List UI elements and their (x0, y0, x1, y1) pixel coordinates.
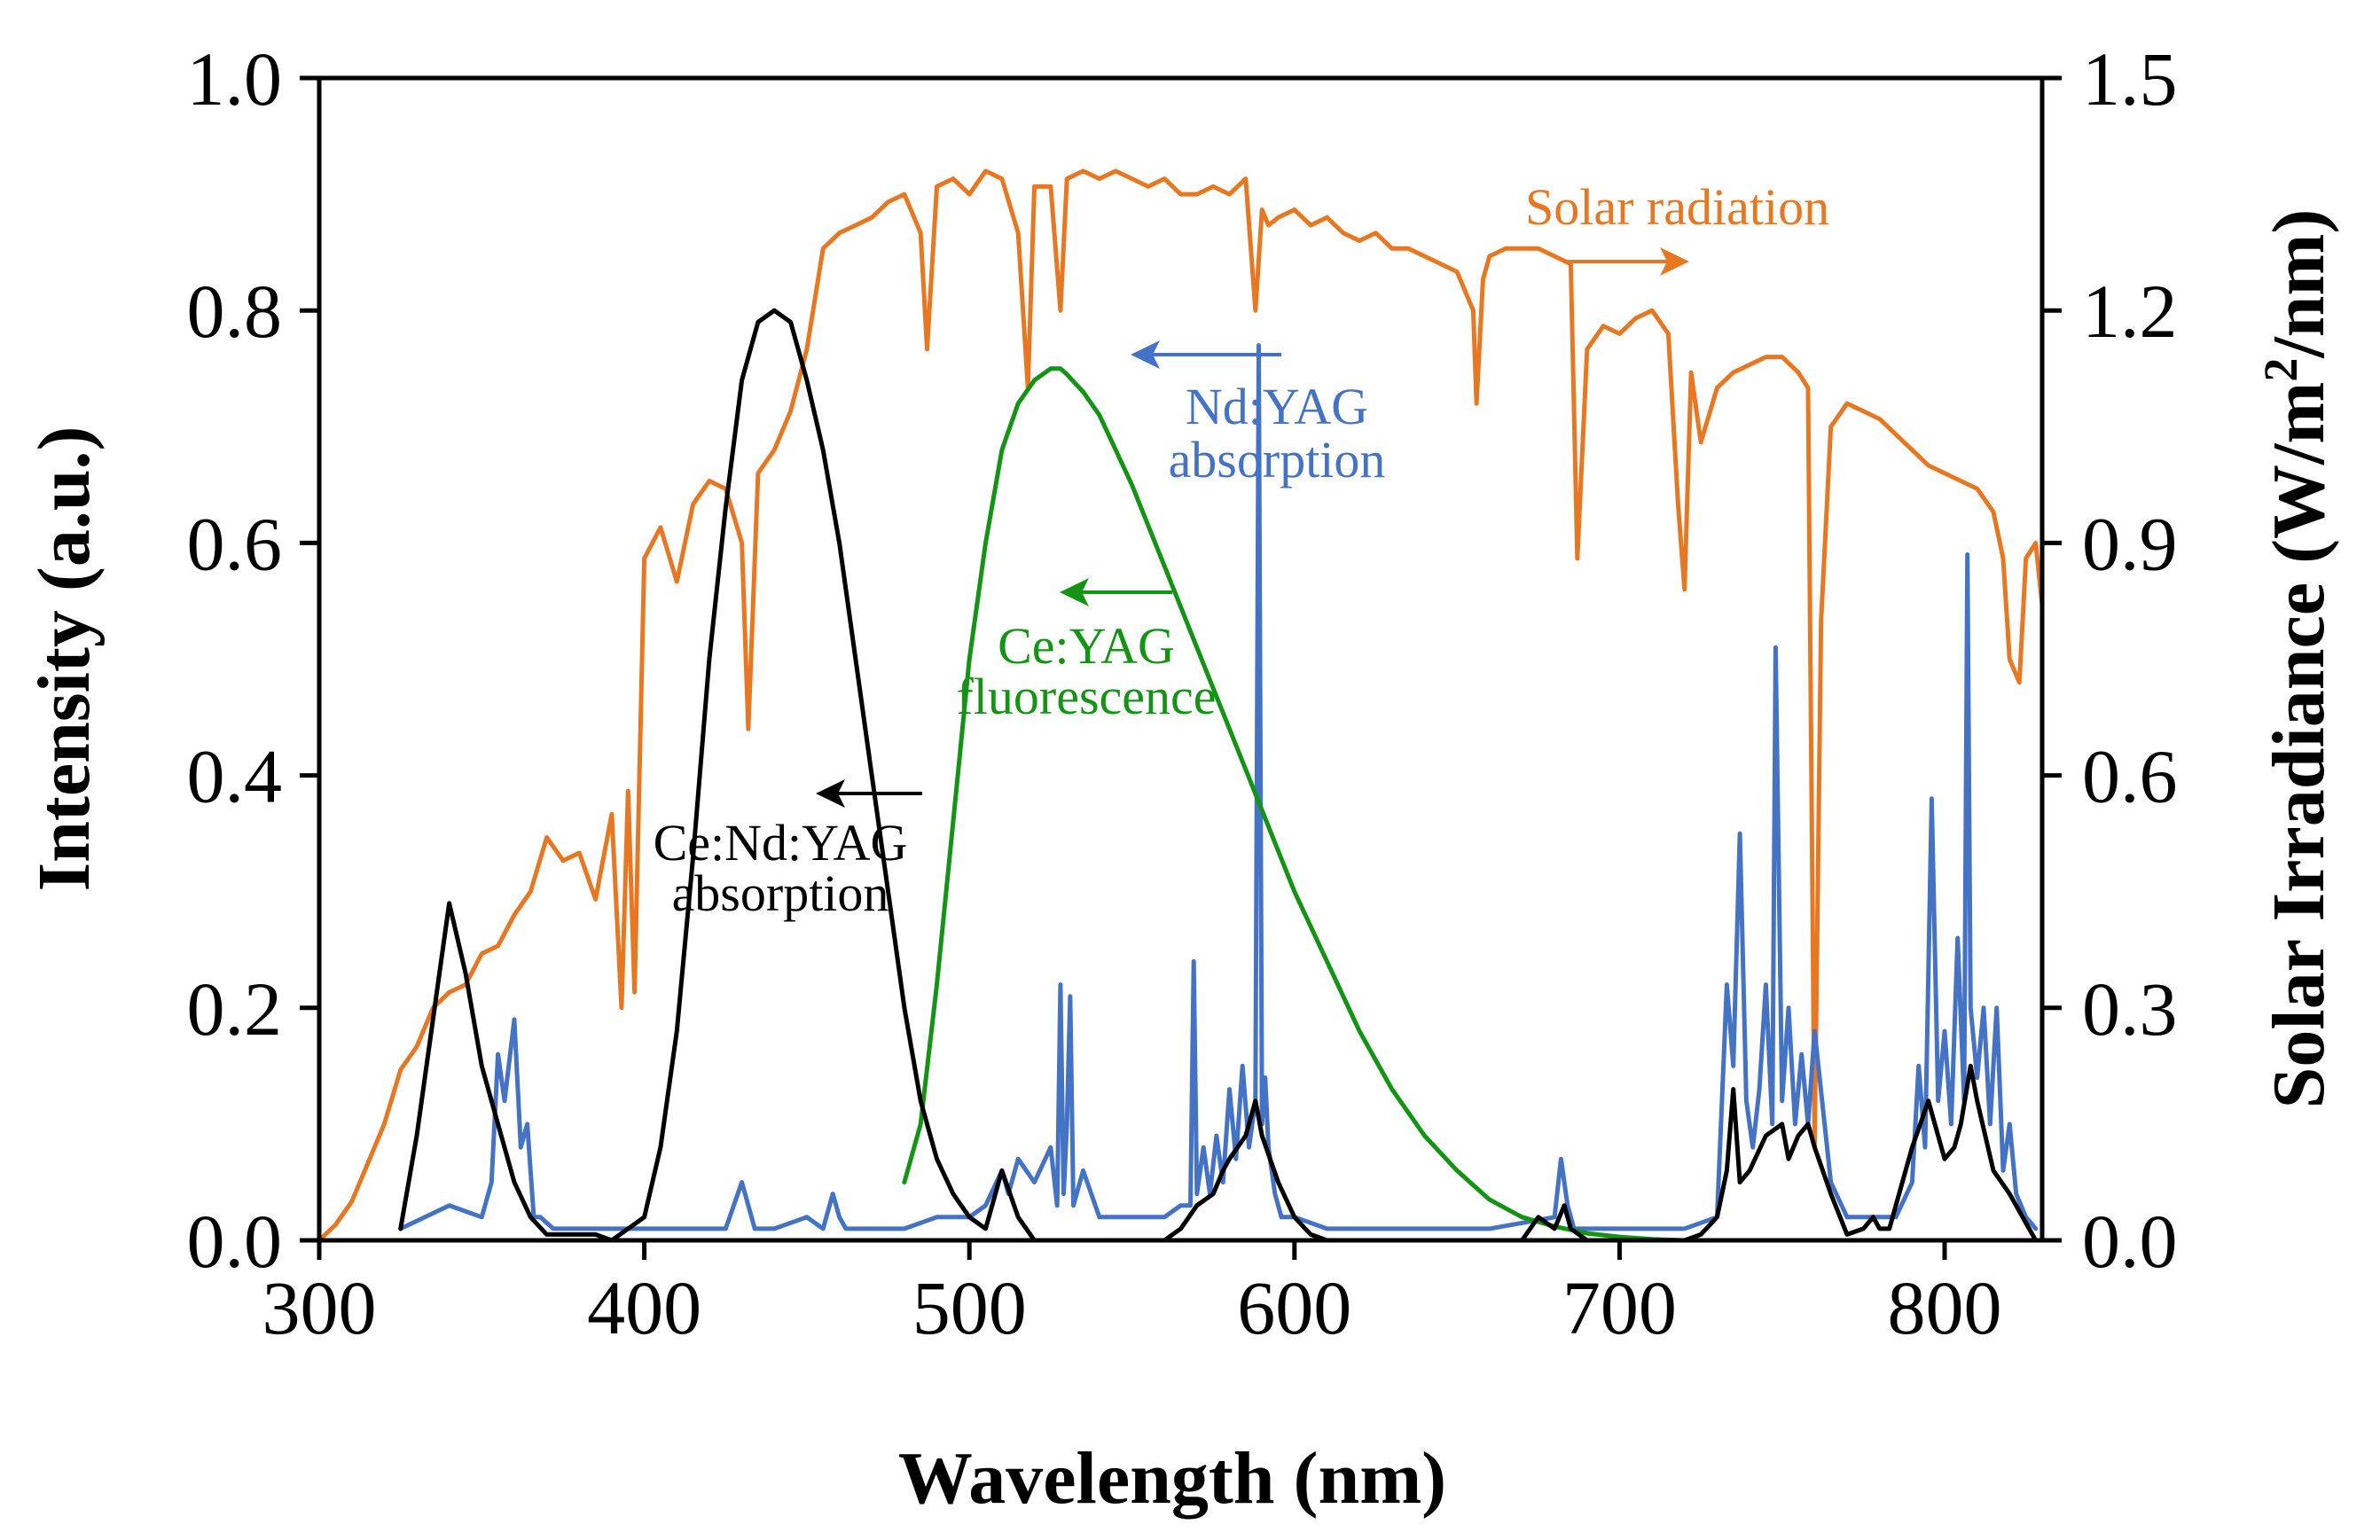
ceyag-label-line1: Ce:YAG (998, 617, 1175, 675)
x-tick-label: 800 (1888, 1265, 2002, 1350)
y2-title-tail: /nm) (2258, 209, 2340, 359)
y-left-axis-title: Intensity (a.u.) (23, 426, 106, 891)
series-layer (317, 168, 2045, 1243)
y-left-tick-label: 0.2 (187, 966, 283, 1051)
y-left-tick-label: 1.0 (187, 36, 283, 121)
y-right-tick-label: 1.5 (2082, 36, 2178, 121)
ceyag-label-line2: fluorescence (956, 668, 1216, 725)
series-line-ce-nd-yag-absorption (398, 308, 2039, 1243)
y-right-ticks: 0.0 0.3 0.6 0.9 1.2 1.5 (2042, 36, 2178, 1284)
x-ticks: 300 400 500 600 700 800 (262, 1240, 2002, 1350)
y-left-tick-label: 0.4 (187, 734, 283, 819)
plot-frame (317, 75, 2045, 1243)
x-tick-label: 600 (1237, 1265, 1351, 1350)
y-right-tick-label: 0.3 (2082, 966, 2178, 1051)
x-tick-label: 400 (587, 1265, 701, 1350)
y-left-tick-label: 0.6 (187, 501, 283, 586)
y-right-tick-label: 0.6 (2082, 734, 2178, 819)
cendyag-annotation: Ce:Nd:YAG absorption (654, 779, 922, 922)
ndyag-label-line1: Nd:YAG (1186, 378, 1368, 435)
y-right-tick-label: 1.2 (2082, 269, 2178, 354)
series-line-ce-yag-fluorescence (902, 366, 1785, 1243)
series-line-solar-radiation (317, 168, 2045, 1243)
cendyag-label-line1: Ce:Nd:YAG (654, 814, 908, 872)
y-right-axis-title: Solar Irradiance (W/m2/nm) (2254, 209, 2340, 1109)
y-right-tick-label: 0.0 (2082, 1199, 2178, 1284)
cendyag-label-line2: absorption (672, 864, 889, 922)
y2-title-main: Solar Irradiance (W/m (2258, 382, 2340, 1109)
y-right-tick-label: 0.9 (2082, 501, 2178, 586)
x-tick-label: 500 (912, 1265, 1027, 1350)
x-tick-label: 700 (1562, 1265, 1677, 1350)
y-left-tick-label: 0.8 (187, 269, 283, 354)
ndyag-annotation: Nd:YAG absorption (1131, 340, 1385, 489)
solar-label: Solar radiation (1525, 178, 1829, 236)
solar-arrow-head (1660, 247, 1689, 276)
ndyag-label-line2: absorption (1169, 431, 1386, 489)
y-left-tick-label: 0.0 (187, 1199, 283, 1284)
y-left-ticks: 0.0 0.2 0.4 0.6 0.8 1.0 (187, 36, 319, 1284)
y2-title-sup: 2 (2254, 358, 2307, 382)
solar-annotation: Solar radiation (1525, 178, 1829, 276)
ndyag-arrow-head (1131, 340, 1160, 369)
ceyag-annotation: Ce:YAG fluorescence (956, 578, 1217, 725)
ceyag-arrow-head (1060, 578, 1089, 606)
cendyag-arrow-head (816, 779, 845, 808)
x-axis-title: Wavelength (nm) (898, 1437, 1446, 1520)
x-tick-label: 300 (262, 1265, 377, 1350)
